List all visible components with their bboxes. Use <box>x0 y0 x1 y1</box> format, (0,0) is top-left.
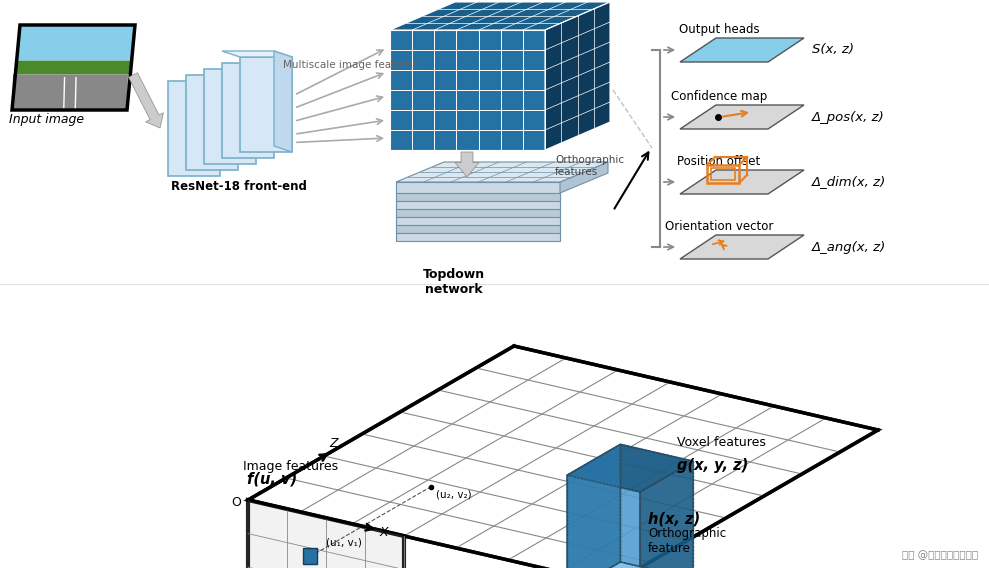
Polygon shape <box>186 75 238 170</box>
Text: Δ_dim(x, z): Δ_dim(x, z) <box>812 176 886 189</box>
Polygon shape <box>396 192 560 203</box>
Text: O: O <box>231 495 241 508</box>
Polygon shape <box>14 61 131 74</box>
Polygon shape <box>222 63 274 158</box>
Text: Output heads: Output heads <box>678 23 760 36</box>
Polygon shape <box>240 57 292 152</box>
Polygon shape <box>396 230 560 241</box>
Polygon shape <box>680 105 804 129</box>
Text: Voxel features: Voxel features <box>676 436 765 449</box>
Polygon shape <box>396 222 560 233</box>
Polygon shape <box>12 74 128 110</box>
Polygon shape <box>568 562 693 568</box>
Polygon shape <box>568 444 693 492</box>
Text: g(x, y, z): g(x, y, z) <box>676 458 748 473</box>
Text: (u₂, v₂): (u₂, v₂) <box>436 490 472 500</box>
Polygon shape <box>222 51 292 57</box>
Polygon shape <box>390 2 610 30</box>
Text: Orthographic
feature: Orthographic feature <box>648 528 726 556</box>
Polygon shape <box>16 25 135 61</box>
Polygon shape <box>129 73 163 128</box>
Polygon shape <box>396 162 608 182</box>
Text: Δ_ang(x, z): Δ_ang(x, z) <box>812 240 886 253</box>
Polygon shape <box>396 206 560 217</box>
Text: Multiscale image features: Multiscale image features <box>283 60 417 70</box>
Polygon shape <box>680 235 804 259</box>
Text: h(x, z): h(x, z) <box>648 511 700 527</box>
Polygon shape <box>396 190 560 201</box>
Polygon shape <box>545 2 610 150</box>
Text: Z: Z <box>329 437 338 450</box>
Polygon shape <box>248 346 878 568</box>
Text: ResNet-18 front-end: ResNet-18 front-end <box>171 180 307 193</box>
Text: Image features: Image features <box>243 460 338 473</box>
Polygon shape <box>396 212 560 223</box>
Polygon shape <box>680 38 804 62</box>
Polygon shape <box>168 81 220 176</box>
Text: Topdown
network: Topdown network <box>423 268 485 296</box>
Polygon shape <box>396 202 560 213</box>
Text: Confidence map: Confidence map <box>671 90 767 103</box>
Polygon shape <box>568 475 640 568</box>
Polygon shape <box>568 444 620 568</box>
Text: Position offset: Position offset <box>677 155 761 168</box>
Text: Input image: Input image <box>9 113 84 126</box>
Polygon shape <box>274 51 292 152</box>
Polygon shape <box>680 170 804 194</box>
Text: (u₁, v₁): (u₁, v₁) <box>326 537 362 548</box>
Polygon shape <box>560 162 608 193</box>
Polygon shape <box>304 548 317 565</box>
Polygon shape <box>640 461 693 568</box>
Polygon shape <box>390 30 545 150</box>
Polygon shape <box>396 182 560 193</box>
Text: S(x, z): S(x, z) <box>812 44 854 56</box>
Polygon shape <box>248 500 404 568</box>
Polygon shape <box>455 152 479 177</box>
Text: Orientation vector: Orientation vector <box>665 220 773 233</box>
Text: 知乎 @众泼辣里的工程师: 知乎 @众泼辣里的工程师 <box>902 550 978 560</box>
Text: X: X <box>380 527 389 540</box>
Text: f(u, v): f(u, v) <box>247 472 298 487</box>
Polygon shape <box>396 214 560 225</box>
Polygon shape <box>396 198 560 209</box>
Text: Orthographic
features: Orthographic features <box>555 155 624 177</box>
Polygon shape <box>204 69 256 164</box>
Text: Δ_pos(x, z): Δ_pos(x, z) <box>812 111 885 123</box>
Polygon shape <box>620 444 693 568</box>
